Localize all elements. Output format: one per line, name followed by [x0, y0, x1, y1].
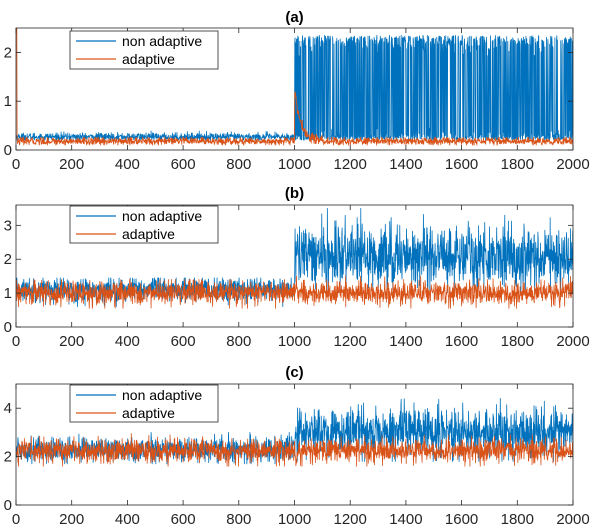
x-tick-label: 800	[226, 511, 251, 528]
x-tick-label: 1000	[278, 156, 311, 173]
x-tick-label: 0	[12, 511, 20, 528]
x-tick-label: 400	[115, 156, 140, 173]
x-tick-label: 1200	[334, 511, 367, 528]
x-tick-label: 200	[59, 511, 84, 528]
subplot-2: 0 200 400 600 800 1000 1200 1400 1600 1800 2000 0 1 2…	[4, 185, 590, 350]
x-tick-label: 1400	[389, 156, 422, 173]
y-tick-label: 1	[4, 285, 12, 302]
x-tick-label: 1600	[445, 156, 478, 173]
legend-label: adaptive	[122, 405, 175, 421]
legend: non adaptive adaptive	[69, 30, 219, 70]
legend-label: non adaptive	[122, 208, 202, 224]
legend-label: adaptive	[122, 51, 175, 67]
legend-label: non adaptive	[122, 33, 202, 49]
series-line-adaptive	[16, 433, 573, 467]
legend-label: adaptive	[122, 226, 175, 242]
y-tick-label: 0	[4, 319, 12, 336]
legend: non adaptive adaptive	[69, 205, 219, 244]
legend-label: non adaptive	[122, 387, 202, 403]
subplot-title: (c)	[285, 364, 303, 381]
x-tick-label: 1200	[334, 156, 367, 173]
y-tick-label: 0	[4, 142, 12, 159]
x-tick-label: 1600	[445, 511, 478, 528]
y-tick-label: 1	[4, 93, 12, 110]
x-tick-label: 400	[115, 333, 140, 350]
x-tick-label: 1400	[389, 511, 422, 528]
x-tick-label: 1000	[278, 511, 311, 528]
y-tick-label: 4	[4, 400, 12, 417]
subplot-title: (b)	[285, 185, 304, 202]
series-line-adaptive	[16, 28, 573, 146]
plot-area	[16, 398, 573, 467]
x-tick-label: 1400	[389, 333, 422, 350]
y-tick-label: 3	[4, 217, 12, 234]
y-tick-label: 0	[4, 497, 12, 514]
subplot-title: (a)	[285, 9, 303, 26]
x-tick-label: 600	[171, 156, 196, 173]
legend-box	[69, 384, 219, 423]
x-tick-label: 1800	[501, 156, 534, 173]
subplot-3: 0 200 400 600 800 1000 1200 1400 1600 1800 2000 0 2 4…	[4, 364, 590, 528]
x-tick-label: 600	[171, 333, 196, 350]
x-tick-label: 0	[12, 156, 20, 173]
x-tick-label: 800	[226, 333, 251, 350]
x-tick-label: 2000	[556, 511, 589, 528]
y-tick-label: 2	[4, 251, 12, 268]
x-tick-label: 200	[59, 156, 84, 173]
x-tick-label: 600	[171, 511, 196, 528]
x-tick-label: 1200	[334, 333, 367, 350]
x-tick-label: 400	[115, 511, 140, 528]
plot-area	[16, 28, 573, 146]
x-tick-label: 2000	[556, 333, 589, 350]
subplot-1: 0 200 400 600 800 1000 1200 1400 1600 1800 2000 0 1 2…	[4, 9, 590, 173]
series-line-adaptive	[16, 275, 573, 309]
x-tick-label: 800	[226, 156, 251, 173]
legend-box	[69, 205, 219, 244]
x-tick-label: 1800	[501, 511, 534, 528]
x-tick-label: 0	[12, 333, 20, 350]
x-tick-label: 1800	[501, 333, 534, 350]
y-tick-label: 2	[4, 449, 12, 466]
x-tick-label: 1000	[278, 333, 311, 350]
legend-box	[69, 30, 219, 70]
legend: non adaptive adaptive	[69, 384, 219, 423]
x-tick-label: 2000	[556, 156, 589, 173]
plot-area	[16, 207, 573, 309]
x-tick-label: 1600	[445, 333, 478, 350]
y-tick-label: 2	[4, 44, 12, 61]
x-tick-label: 200	[59, 333, 84, 350]
